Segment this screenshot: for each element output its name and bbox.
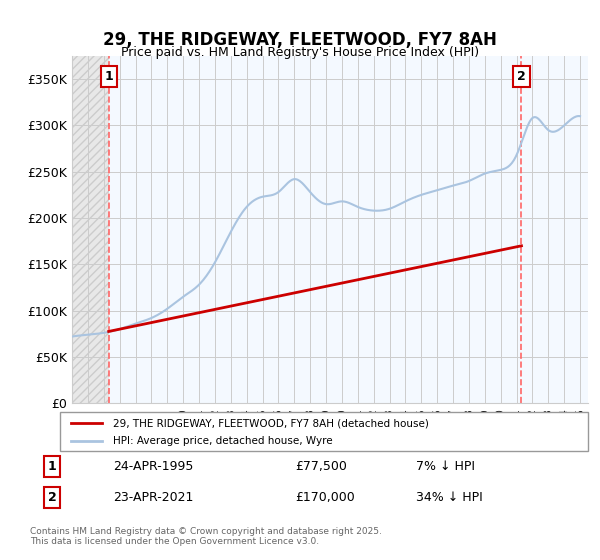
Text: £77,500: £77,500: [295, 460, 347, 473]
Bar: [72, 56, 109, 403]
Text: 29, THE RIDGEWAY, FLEETWOOD, FY7 8AH: 29, THE RIDGEWAY, FLEETWOOD, FY7 8AH: [103, 31, 497, 49]
Text: 7% ↓ HPI: 7% ↓ HPI: [416, 460, 475, 473]
Text: 34% ↓ HPI: 34% ↓ HPI: [416, 491, 483, 504]
Bar: [109, 56, 588, 403]
Text: HPI: Average price, detached house, Wyre: HPI: Average price, detached house, Wyre: [113, 436, 332, 446]
FancyBboxPatch shape: [60, 412, 588, 451]
Text: 2: 2: [517, 70, 526, 83]
Text: 1: 1: [48, 460, 56, 473]
Text: 23-APR-2021: 23-APR-2021: [113, 491, 193, 504]
Text: £170,000: £170,000: [295, 491, 355, 504]
Text: 2: 2: [48, 491, 56, 504]
Text: 1: 1: [104, 70, 113, 83]
Text: Contains HM Land Registry data © Crown copyright and database right 2025.
This d: Contains HM Land Registry data © Crown c…: [30, 526, 382, 546]
Text: Price paid vs. HM Land Registry's House Price Index (HPI): Price paid vs. HM Land Registry's House …: [121, 46, 479, 59]
Text: 24-APR-1995: 24-APR-1995: [113, 460, 193, 473]
Text: 29, THE RIDGEWAY, FLEETWOOD, FY7 8AH (detached house): 29, THE RIDGEWAY, FLEETWOOD, FY7 8AH (de…: [113, 418, 428, 428]
